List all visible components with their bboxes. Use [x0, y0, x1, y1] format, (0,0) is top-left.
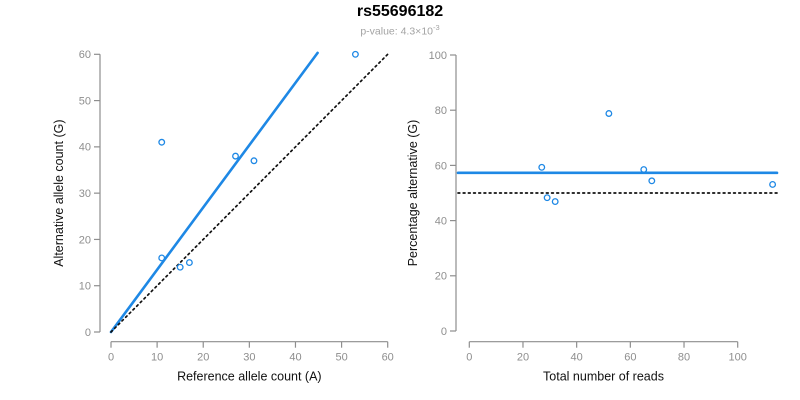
data-point — [538, 163, 546, 171]
y-tick-label: 20 — [435, 271, 447, 283]
x-tick-label: 40 — [289, 352, 301, 364]
data-point — [605, 110, 613, 117]
x-tick-label: 80 — [678, 352, 690, 364]
data-point — [543, 194, 551, 202]
data-point — [158, 254, 166, 262]
figure-title: rs55696182 — [356, 3, 444, 20]
x-tick-label: 100 — [729, 352, 747, 364]
y-tick-label: 30 — [79, 188, 91, 200]
x-tick-label: 20 — [517, 352, 529, 364]
p-value-subtitle: p-value: 4.3×10-3 — [0, 23, 800, 38]
data-point — [176, 263, 184, 271]
y-tick-label: 20 — [79, 234, 91, 246]
x-tick-label: 60 — [624, 352, 636, 364]
y-tick-label: 100 — [429, 50, 447, 62]
x-tick-label: 0 — [108, 352, 114, 364]
x-tick-label: 50 — [335, 352, 347, 364]
x-tick-label: 0 — [466, 352, 472, 364]
y-tick-label: 60 — [435, 160, 447, 172]
y-tick-label: 80 — [435, 105, 447, 117]
y-tick-label: 60 — [79, 49, 91, 61]
data-point — [185, 259, 193, 267]
y-tick-label: 50 — [79, 95, 91, 107]
x-tick-label: 20 — [197, 352, 209, 364]
x-tick-label: 60 — [382, 352, 394, 364]
y-tick-label: 0 — [441, 326, 447, 338]
x-tick-label: 40 — [571, 352, 583, 364]
data-point — [648, 177, 656, 185]
fit-line — [109, 51, 319, 334]
y-tick-label: 40 — [79, 142, 91, 154]
data-point — [250, 157, 258, 165]
data-point — [232, 152, 239, 160]
x-tick-label: 30 — [243, 352, 255, 364]
data-point — [769, 180, 777, 188]
scatter-plot-left: 0 10 20 30 40 50 60 0 10 20 30 40 50 60 Reference alle… — [52, 49, 394, 384]
p-value-text: p-value: 4.3×10 — [360, 25, 433, 38]
data-point — [551, 198, 559, 206]
x-axis-title: Reference allele count (A) — [177, 370, 322, 384]
y-tick-label: 10 — [79, 281, 91, 293]
y-axis-title: Alternative allele count (G) — [52, 120, 66, 267]
data-point — [640, 166, 648, 173]
y-axis-title: Percentage alternative (G) — [406, 120, 420, 267]
y-tick-label: 0 — [85, 327, 91, 339]
x-axis-title: Total number of reads — [543, 370, 664, 384]
p-value-exponent: -3 — [433, 23, 440, 32]
data-point — [351, 50, 359, 58]
identity-line — [110, 53, 389, 333]
scatter-plot-right: 0 20 40 60 80 100 0 20 40 60 80 100 Total number of … — [406, 50, 779, 384]
x-tick-label: 10 — [151, 352, 163, 364]
y-tick-label: 40 — [435, 215, 447, 227]
data-point — [158, 138, 166, 146]
